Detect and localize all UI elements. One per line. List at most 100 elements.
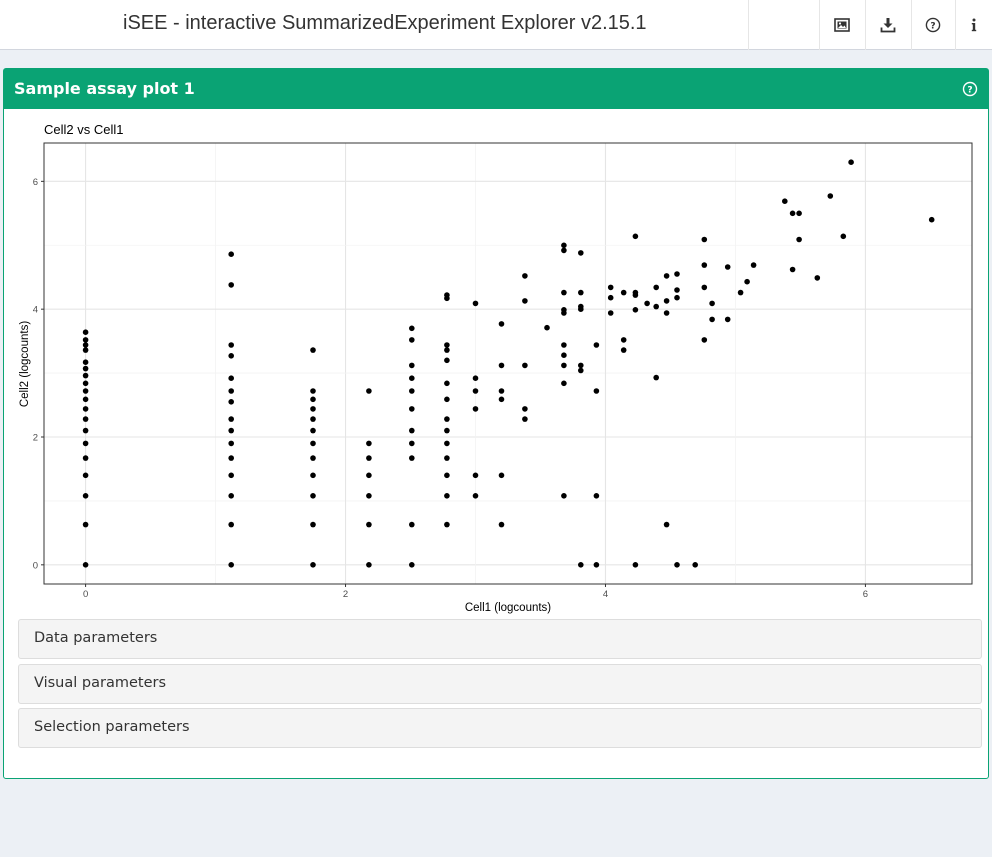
panel-title: Sample assay plot 1 (14, 79, 195, 98)
svg-text:?: ? (967, 86, 972, 96)
panel-header: Sample assay plot 1 ? (4, 69, 988, 109)
data-point (472, 300, 479, 307)
data-point (663, 521, 670, 528)
data-point (82, 396, 89, 403)
section-label: Selection parameters (34, 719, 190, 735)
data-point (444, 427, 450, 434)
selection-parameters-section[interactable]: Selection parameters (18, 708, 982, 748)
data-point (82, 562, 89, 568)
info-icon (971, 18, 976, 32)
data-point (632, 562, 639, 568)
y-tick-label: 6 (33, 177, 38, 188)
data-point (653, 374, 659, 381)
data-point (82, 493, 89, 499)
help-button[interactable]: ? (913, 0, 953, 50)
data-point (472, 375, 479, 382)
data-point (632, 307, 639, 313)
navbar-divider (955, 0, 956, 50)
data-point (409, 521, 415, 528)
data-point (593, 493, 600, 499)
data-point (228, 282, 234, 288)
y-tick-label: 2 (33, 433, 38, 444)
section-label: Visual parameters (34, 675, 167, 691)
data-point (561, 307, 567, 313)
data-point (444, 493, 450, 499)
data-point (653, 284, 659, 291)
data-point (632, 233, 639, 240)
data-point (663, 298, 670, 304)
data-point (644, 300, 650, 307)
navbar-divider (748, 0, 749, 50)
data-point (674, 562, 680, 568)
data-point (663, 310, 670, 316)
data-point (444, 416, 450, 422)
data-point (310, 493, 316, 499)
data-point (228, 455, 234, 461)
data-point (701, 284, 708, 291)
data-point (472, 406, 479, 412)
y-tick-label: 4 (33, 305, 38, 316)
data-point (472, 472, 479, 479)
data-point (498, 521, 505, 528)
navbar-divider (819, 0, 820, 50)
y-tick-label: 0 (33, 560, 38, 571)
x-tick-label: 0 (83, 589, 88, 600)
data-point (607, 284, 614, 291)
x-tick-label: 4 (603, 589, 608, 600)
data-point (310, 396, 316, 403)
data-point (522, 273, 528, 279)
data-point (82, 372, 89, 379)
scatter-plot[interactable]: 0 2 4 6 0 2 4 6 Cell2 vs Cell1 Cell1 (logcounts… (0, 0, 992, 620)
data-point (692, 562, 698, 568)
data-point (848, 159, 854, 165)
app-title: iSEE - interactive SummarizedExperiment … (123, 12, 647, 34)
data-point (709, 316, 715, 323)
data-point (82, 406, 89, 412)
data-point (561, 362, 567, 369)
data-point (593, 342, 600, 348)
data-point (366, 562, 372, 568)
data-point (82, 359, 89, 366)
data-point (561, 247, 567, 254)
data-point (444, 440, 450, 447)
data-point (701, 262, 708, 268)
data-point (409, 325, 415, 332)
data-point (593, 388, 600, 394)
data-point (82, 472, 89, 479)
data-point (82, 342, 89, 348)
data-point (82, 416, 89, 422)
question-circle-icon[interactable]: ? (962, 81, 978, 97)
info-button[interactable] (955, 0, 992, 50)
svg-text:?: ? (930, 22, 935, 32)
data-point (750, 262, 757, 268)
x-tick-label: 6 (863, 589, 868, 600)
data-point (737, 289, 744, 296)
data-point (789, 266, 796, 273)
data-point (701, 337, 708, 343)
data-point (632, 289, 639, 296)
data-point (444, 357, 450, 364)
data-point (561, 289, 567, 296)
download-button[interactable] (868, 0, 908, 50)
data-point (827, 193, 834, 199)
data-point (663, 273, 670, 279)
chart-title: Cell2 vs Cell1 (44, 122, 123, 137)
data-point (366, 493, 372, 499)
plot-background (44, 143, 972, 584)
visual-parameters-section[interactable]: Visual parameters (18, 664, 982, 704)
data-point (578, 362, 584, 369)
data-point (561, 380, 567, 387)
data-point (82, 440, 89, 447)
data-point (228, 399, 234, 405)
data-point (228, 472, 234, 479)
data-point (578, 250, 584, 256)
data-point (782, 198, 788, 204)
data-point (228, 521, 234, 528)
data-point (561, 493, 567, 499)
data-point (724, 316, 731, 323)
data-point (228, 562, 234, 568)
data-parameters-section[interactable]: Data parameters (18, 619, 982, 659)
screenshot-button[interactable] (822, 0, 862, 50)
data-point (409, 337, 415, 343)
data-point (472, 388, 479, 394)
